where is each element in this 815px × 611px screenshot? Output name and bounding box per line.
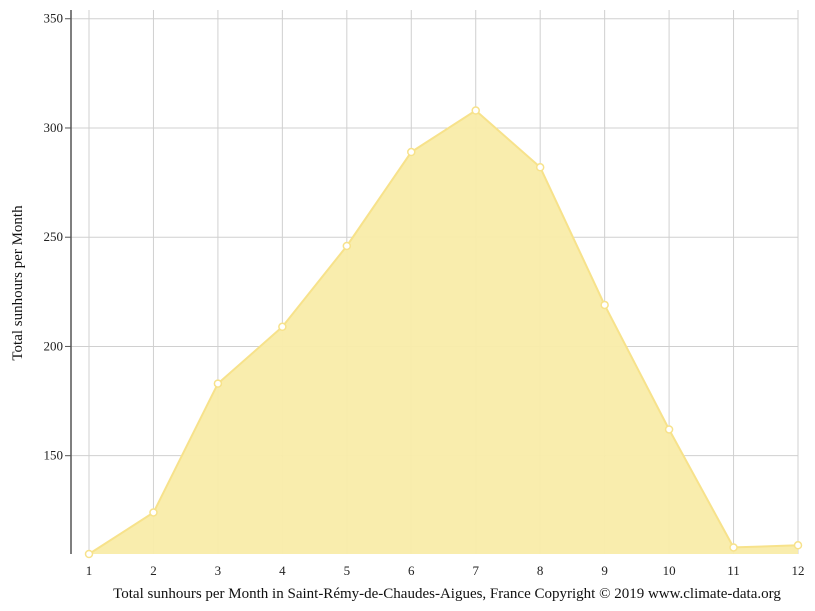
x-axis-ticks: 1 2 3 4 5 6 7 8 9 10 11 12 — [86, 563, 805, 578]
data-point-month-9 — [600, 300, 609, 310]
x-tick-label-4: 4 — [279, 563, 286, 578]
data-point-month-8 — [535, 163, 545, 172]
y-tick-label-250: 250 — [44, 229, 64, 244]
x-tick-label-2: 2 — [150, 563, 157, 578]
data-point-month-6 — [407, 147, 416, 157]
y-axis-title: Total sunhours per Month — [10, 205, 26, 361]
data-point-month-3 — [213, 379, 223, 388]
data-point-month-12 — [793, 541, 803, 550]
data-point-month-4 — [278, 322, 287, 332]
data-point-month-10 — [664, 425, 674, 434]
data-point-month-11 — [729, 543, 738, 552]
data-point-month-1 — [84, 549, 94, 559]
x-tick-label-11: 11 — [727, 563, 740, 578]
series-line — [88, 109, 799, 555]
data-point-month-5 — [342, 241, 352, 251]
x-tick-label-12: 12 — [792, 563, 805, 578]
x-tick-label-9: 9 — [601, 563, 608, 578]
y-tick-label-200: 200 — [44, 338, 64, 353]
y-axis-ticks: 150 200 250 300 350 — [44, 11, 71, 463]
x-tick-label-1: 1 — [86, 563, 93, 578]
data-point-month-2 — [149, 508, 158, 517]
x-tick-label-8: 8 — [537, 563, 544, 578]
x-tick-label-10: 10 — [663, 563, 676, 578]
y-tick-label-300: 300 — [44, 120, 64, 135]
y-tick-label-150: 150 — [44, 448, 64, 463]
x-tick-label-5: 5 — [344, 563, 351, 578]
x-tick-label-3: 3 — [215, 563, 222, 578]
data-point-month-7 — [471, 106, 480, 115]
x-tick-label-7: 7 — [472, 563, 479, 578]
x-tick-label-6: 6 — [408, 563, 415, 578]
data-points — [84, 106, 803, 559]
series-area — [89, 110, 798, 554]
chart-caption: Total sunhours per Month in Saint-Rémy-d… — [113, 586, 781, 602]
y-tick-label-350: 350 — [44, 11, 64, 26]
